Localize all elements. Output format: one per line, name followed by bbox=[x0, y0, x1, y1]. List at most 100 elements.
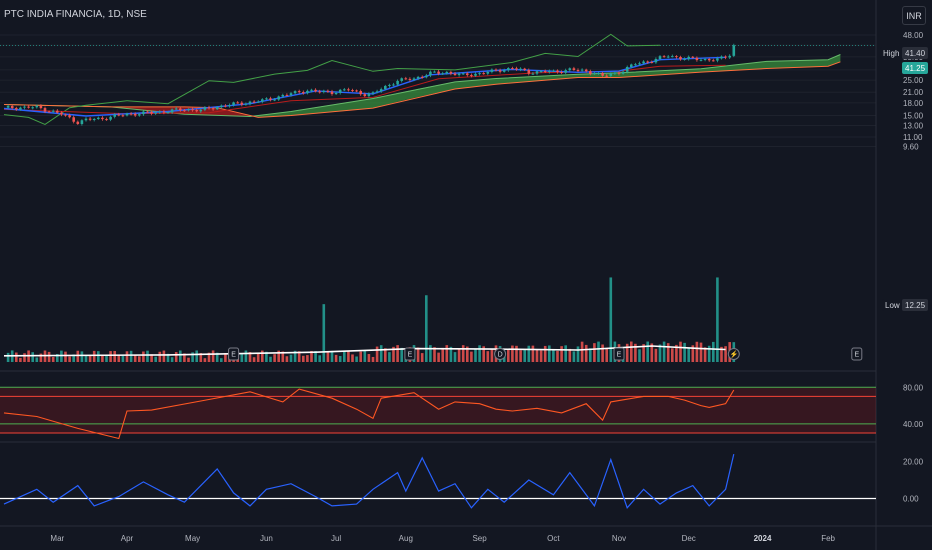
candle-down bbox=[105, 119, 108, 121]
earnings-event-label: E bbox=[617, 352, 622, 359]
volume-bar bbox=[638, 349, 641, 362]
volume-bar bbox=[256, 353, 260, 362]
candle-down bbox=[466, 73, 469, 76]
volume-bar bbox=[642, 344, 645, 362]
candle-down bbox=[707, 58, 711, 61]
candle-up bbox=[273, 99, 276, 101]
candle-down bbox=[285, 94, 289, 96]
volume-bar bbox=[531, 345, 535, 362]
volume-bar bbox=[150, 354, 153, 362]
volume-bar bbox=[121, 355, 125, 362]
volume-bar bbox=[265, 351, 268, 362]
volume-bar bbox=[470, 351, 473, 362]
volume-bar bbox=[338, 356, 342, 362]
candle-up bbox=[666, 56, 670, 58]
candle-up bbox=[564, 70, 567, 73]
candle-up bbox=[158, 111, 162, 113]
price-axis-label: 48.00 bbox=[903, 31, 924, 40]
volume-bar bbox=[51, 356, 55, 362]
volume-bar bbox=[523, 349, 526, 362]
high-price-tag: 41.40 bbox=[902, 47, 929, 59]
volume-bar bbox=[543, 345, 547, 362]
earnings-event-marker[interactable]: E bbox=[404, 347, 416, 361]
volume-bar bbox=[433, 347, 436, 362]
volume-bar bbox=[658, 344, 662, 362]
volume-bar bbox=[203, 358, 207, 362]
candle-down bbox=[314, 89, 317, 92]
split-event-marker[interactable]: ⚡ bbox=[727, 348, 740, 360]
candle-up bbox=[507, 68, 510, 71]
candle-down bbox=[605, 75, 608, 77]
volume-bar bbox=[314, 351, 317, 362]
high-label: High bbox=[880, 47, 903, 59]
candle-up bbox=[720, 56, 723, 59]
volume-bar bbox=[310, 350, 313, 362]
volume-bar bbox=[109, 351, 112, 362]
candle-up bbox=[166, 112, 170, 114]
volume-bar bbox=[347, 350, 350, 362]
candle-up bbox=[109, 116, 112, 120]
volume-bar bbox=[68, 356, 71, 362]
volume-bar bbox=[166, 353, 170, 362]
candle-down bbox=[88, 118, 92, 120]
earnings-event-marker[interactable]: E bbox=[613, 347, 625, 361]
time-axis-label: May bbox=[185, 534, 200, 543]
candle-down bbox=[117, 114, 121, 116]
candle-up bbox=[142, 111, 145, 115]
rsi-band-fill bbox=[0, 387, 876, 433]
volume-bar bbox=[707, 345, 711, 362]
candle-down bbox=[183, 110, 186, 112]
time-axis-label: Aug bbox=[399, 534, 413, 543]
candle-down bbox=[584, 69, 588, 72]
volume-bar bbox=[302, 355, 305, 362]
volume-bar bbox=[285, 356, 289, 362]
volume-bar bbox=[679, 341, 682, 362]
candle-up bbox=[248, 101, 252, 104]
volume-bar bbox=[584, 344, 588, 362]
volume-bar bbox=[363, 350, 367, 362]
volume-bar bbox=[699, 342, 703, 362]
candle-up bbox=[474, 73, 477, 76]
earnings-event-marker[interactable]: E bbox=[228, 347, 240, 361]
candle-up bbox=[334, 92, 338, 95]
volume-bar bbox=[396, 345, 399, 362]
candle-up bbox=[502, 70, 506, 72]
volume-bar bbox=[23, 353, 26, 362]
candle-down bbox=[39, 105, 43, 109]
volume-bar bbox=[474, 348, 477, 362]
volume-bar bbox=[80, 351, 84, 362]
candle-down bbox=[236, 102, 239, 104]
symbol-title[interactable]: PTC INDIA FINANCIA, 1D, NSE bbox=[4, 9, 147, 20]
candle-down bbox=[211, 108, 215, 110]
volume-bar bbox=[76, 350, 80, 362]
candle-down bbox=[318, 91, 321, 93]
volume-bar bbox=[576, 346, 580, 362]
volume-bar bbox=[461, 345, 465, 362]
candle-down bbox=[60, 112, 63, 115]
candle-up bbox=[613, 72, 617, 74]
volume-bar bbox=[466, 346, 469, 362]
volume-bar bbox=[97, 351, 100, 362]
oscillator-axis-label: 20.00 bbox=[903, 458, 924, 467]
candle-up bbox=[642, 61, 645, 64]
volume-bar bbox=[519, 350, 522, 362]
candle-down bbox=[47, 111, 51, 113]
cloud-bearish bbox=[110, 106, 252, 117]
volume-bar bbox=[560, 346, 563, 362]
price-axis-label: 9.60 bbox=[903, 142, 919, 151]
volume-bar bbox=[654, 348, 658, 362]
candle-up bbox=[699, 59, 703, 61]
earnings-event-marker[interactable]: E bbox=[851, 347, 863, 361]
volume-bar bbox=[724, 346, 727, 362]
candle-down bbox=[523, 68, 526, 70]
currency-button[interactable]: INR bbox=[902, 6, 926, 25]
oscillator-axis-label: 0.00 bbox=[903, 495, 919, 504]
candle-up bbox=[621, 71, 625, 74]
volume-bar bbox=[293, 350, 297, 362]
candle-up bbox=[703, 58, 707, 60]
volume-bar bbox=[355, 356, 358, 362]
volume-bar bbox=[269, 356, 272, 362]
candle-up bbox=[728, 55, 731, 58]
dividend-event-marker[interactable]: D bbox=[494, 348, 507, 360]
